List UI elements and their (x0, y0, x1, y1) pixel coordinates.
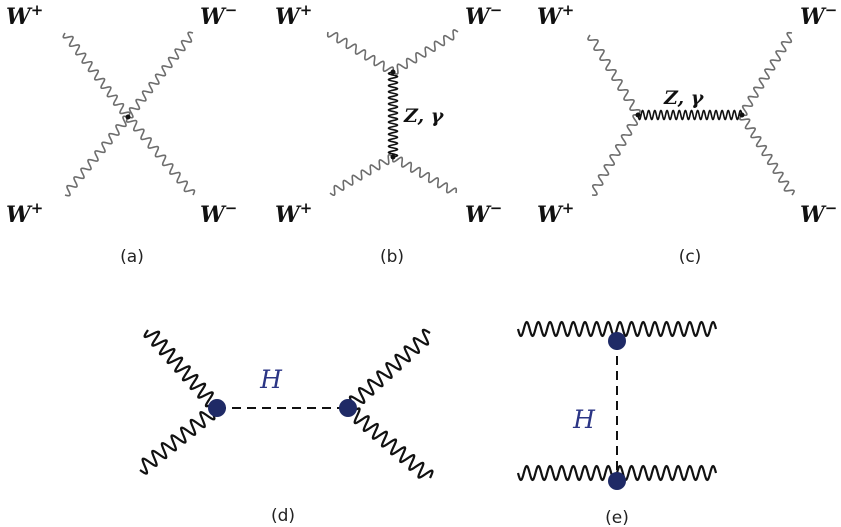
vertex-c-left (635, 112, 641, 118)
wave-a-tr (127, 31, 194, 119)
label-a-w-minus-bottom: W− (200, 199, 237, 228)
label-b-z-gamma: Z, γ (403, 105, 445, 127)
wave-c-tr (741, 31, 793, 117)
label-c-w-minus-bottom: W− (800, 199, 837, 228)
wave-d-tr (347, 328, 431, 413)
wave-c-br (739, 114, 795, 196)
caption-a: (a) (120, 247, 144, 267)
diagram-b: W+ W− W+ W− Z, γ (b) (275, 1, 502, 267)
wave-c-tl (587, 34, 641, 116)
wave-b-br (391, 156, 458, 194)
vertex-b-bottom (390, 154, 396, 160)
caption-d: (d) (271, 506, 295, 526)
diagram-e: H (e) (516, 320, 718, 527)
label-a-w-plus-bottom: W+ (6, 199, 43, 228)
wave-c-bl (591, 114, 639, 196)
vertex-e-bottom (608, 472, 626, 490)
wave-d-tl (143, 329, 222, 409)
vertex-d-left (208, 399, 226, 417)
label-b-w-minus-top: W− (465, 1, 502, 30)
vertex-c-right (739, 112, 745, 118)
propagator-b-z-gamma (387, 71, 399, 158)
wave-e-top (516, 320, 718, 338)
label-b-w-plus-top: W+ (275, 1, 312, 30)
label-a-w-minus-top: W− (200, 1, 237, 30)
label-e-higgs: H (572, 405, 596, 434)
wave-d-bl (139, 403, 218, 475)
label-c-w-plus-bottom: W+ (537, 199, 574, 228)
label-b-w-minus-bottom: W− (465, 199, 502, 228)
label-d-higgs: H (259, 365, 283, 394)
vertex-a (125, 114, 131, 120)
wave-a-br (125, 116, 196, 196)
caption-b: (b) (380, 247, 404, 267)
label-a-w-plus-top: W+ (6, 1, 43, 30)
label-c-w-plus-top: W+ (537, 1, 574, 30)
diagram-c: W+ W− W+ W− Z, γ (c) (537, 1, 837, 267)
caption-c: (c) (679, 247, 702, 267)
propagator-c-z-gamma (637, 109, 743, 121)
vertex-b-top (390, 69, 396, 75)
diagram-a: W+ W− W+ W− (a) (6, 1, 237, 267)
diagram-d: H (d) (139, 328, 434, 526)
caption-e: (e) (605, 508, 629, 527)
wave-d-br (344, 407, 434, 479)
vertex-d-right (339, 399, 357, 417)
wave-a-bl (64, 115, 129, 197)
wave-b-tl (326, 31, 395, 73)
vertex-e-top (608, 332, 626, 350)
label-b-w-plus-bottom: W+ (275, 199, 312, 228)
label-c-z-gamma: Z, γ (663, 87, 705, 109)
wave-a-tl (62, 32, 131, 118)
label-c-w-minus-top: W− (800, 1, 837, 30)
wave-b-bl (329, 153, 394, 197)
wave-b-tr (392, 29, 459, 75)
